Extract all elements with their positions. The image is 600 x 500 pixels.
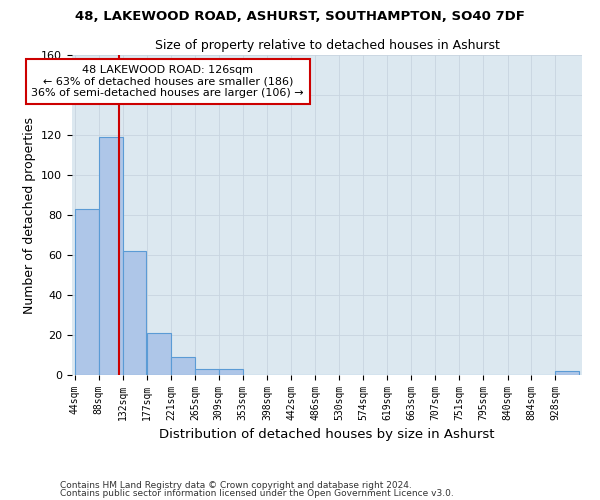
Text: 48 LAKEWOOD ROAD: 126sqm
← 63% of detached houses are smaller (186)
36% of semi-: 48 LAKEWOOD ROAD: 126sqm ← 63% of detach… bbox=[31, 65, 304, 98]
Bar bbox=[219, 369, 243, 375]
Bar bbox=[75, 209, 98, 375]
Y-axis label: Number of detached properties: Number of detached properties bbox=[23, 116, 35, 314]
Text: Contains public sector information licensed under the Open Government Licence v3: Contains public sector information licen… bbox=[60, 488, 454, 498]
Bar bbox=[147, 333, 171, 375]
X-axis label: Distribution of detached houses by size in Ashurst: Distribution of detached houses by size … bbox=[159, 428, 495, 442]
Bar bbox=[556, 371, 579, 375]
Text: 48, LAKEWOOD ROAD, ASHURST, SOUTHAMPTON, SO40 7DF: 48, LAKEWOOD ROAD, ASHURST, SOUTHAMPTON,… bbox=[75, 10, 525, 23]
Bar bbox=[98, 137, 122, 375]
Bar bbox=[195, 369, 219, 375]
Text: Contains HM Land Registry data © Crown copyright and database right 2024.: Contains HM Land Registry data © Crown c… bbox=[60, 481, 412, 490]
Bar bbox=[171, 357, 195, 375]
Title: Size of property relative to detached houses in Ashurst: Size of property relative to detached ho… bbox=[155, 40, 499, 52]
Bar bbox=[122, 251, 146, 375]
